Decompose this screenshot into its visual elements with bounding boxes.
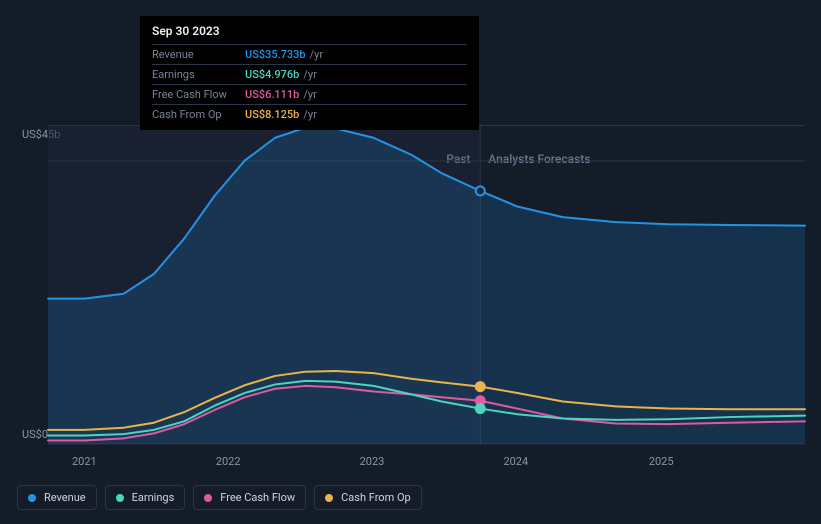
- legend-dot-icon: [325, 494, 333, 502]
- chart-tooltip: Sep 30 2023 RevenueUS$35.733b/yrEarnings…: [140, 16, 479, 130]
- legend-item-label: Free Cash Flow: [220, 491, 295, 504]
- tooltip-row: Free Cash FlowUS$6.111b/yr: [152, 85, 467, 105]
- x-axis-tick: 2025: [649, 455, 674, 468]
- tooltip-row-value: US$8.125b: [245, 108, 299, 121]
- legend-item-earnings[interactable]: Earnings: [105, 485, 186, 510]
- financials-chart[interactable]: [17, 125, 805, 445]
- x-axis-tick: 2021: [72, 455, 97, 468]
- legend-item-free-cash-flow[interactable]: Free Cash Flow: [193, 485, 306, 510]
- tooltip-row-label: Free Cash Flow: [152, 88, 245, 101]
- legend-dot-icon: [28, 494, 36, 502]
- legend-item-label: Cash From Op: [341, 491, 411, 504]
- tooltip-row-label: Cash From Op: [152, 108, 245, 121]
- tooltip-row-suffix: /yr: [303, 108, 316, 121]
- legend-item-label: Revenue: [44, 491, 86, 504]
- chart-legend: Revenue Earnings Free Cash Flow Cash From O…: [17, 485, 422, 510]
- tooltip-row-value: US$35.733b: [245, 48, 306, 61]
- x-axis-tick: 2022: [216, 455, 241, 468]
- x-axis-tick: 2024: [503, 455, 528, 468]
- tooltip-row: RevenueUS$35.733b/yr: [152, 45, 467, 65]
- legend-item-revenue[interactable]: Revenue: [17, 485, 97, 510]
- tooltip-row-value: US$6.111b: [245, 88, 299, 101]
- legend-item-label: Earnings: [132, 491, 175, 504]
- tooltip-date: Sep 30 2023: [152, 24, 467, 45]
- legend-item-cash-from-op[interactable]: Cash From Op: [314, 485, 422, 510]
- tooltip-row-suffix: /yr: [310, 48, 323, 61]
- tooltip-row-suffix: /yr: [303, 88, 316, 101]
- x-axis-tick: 2023: [360, 455, 385, 468]
- legend-dot-icon: [116, 494, 124, 502]
- tooltip-row-label: Revenue: [152, 48, 245, 61]
- tooltip-row: Cash From OpUS$8.125b/yr: [152, 105, 467, 124]
- tooltip-row-suffix: /yr: [303, 68, 316, 81]
- legend-dot-icon: [204, 494, 212, 502]
- tooltip-row: EarningsUS$4.976b/yr: [152, 65, 467, 85]
- tooltip-row-label: Earnings: [152, 68, 245, 81]
- tooltip-row-value: US$4.976b: [245, 68, 299, 81]
